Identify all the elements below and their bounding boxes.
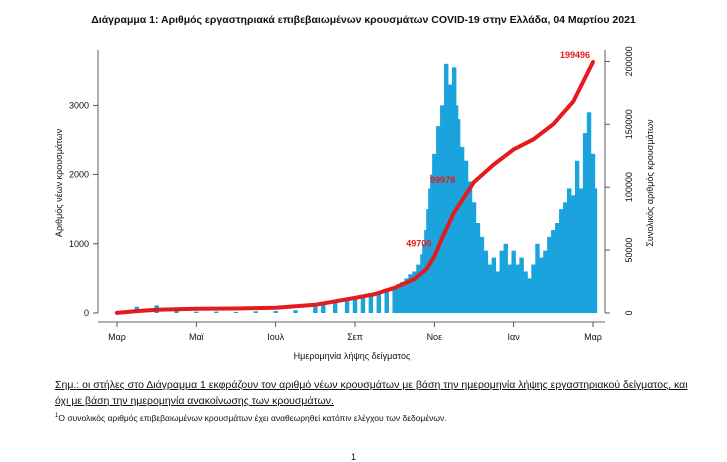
bar (519, 257, 524, 313)
bar (535, 243, 540, 313)
page-number: 1 (351, 452, 357, 462)
bar (213, 311, 219, 313)
bar (531, 264, 536, 313)
bar-series (114, 63, 598, 314)
x-tick-label: Ιαν (508, 332, 521, 342)
bar (376, 292, 382, 313)
annotation-label: 49700 (406, 238, 431, 248)
bar (499, 250, 504, 313)
bar (463, 160, 469, 313)
axes (97, 50, 606, 323)
footnote: 1Ο συνολικός αριθμός επιβεβαιωμένων κρου… (55, 413, 447, 423)
bar (400, 281, 405, 313)
chart-note: Σημ.: οι στήλες στο Διάγραμμα 1 εκφράζου… (55, 377, 695, 409)
bar (440, 105, 445, 313)
bar (194, 311, 199, 313)
bar (570, 195, 576, 313)
y2-tick-label: 0 (624, 310, 634, 315)
y-tick-label: 0 (84, 308, 89, 318)
bar (592, 188, 598, 313)
bar (491, 257, 497, 313)
bar (551, 229, 556, 313)
bar (368, 295, 374, 313)
x-tick-label: Ιουλ (267, 332, 284, 342)
bar (432, 153, 437, 313)
chart-title: Διάγραμμα 1: Αριθμός εργαστηριακά επιβεβ… (91, 14, 636, 26)
bar (253, 311, 259, 313)
bar (471, 202, 477, 313)
y-axis-title: Αριθμός νέων κρουσμάτων (54, 128, 64, 237)
bar (352, 297, 358, 313)
bar (586, 112, 592, 313)
bar (233, 311, 239, 313)
bar (384, 289, 389, 313)
bar (515, 264, 520, 313)
x-tick-label: Μαϊ (189, 332, 205, 342)
bar (495, 271, 501, 313)
x-tick-label: Νοε (427, 332, 443, 342)
bar (404, 278, 409, 313)
bar (582, 133, 588, 313)
bar (543, 250, 548, 313)
annotation-label: 199496 (560, 50, 590, 60)
bar (566, 188, 572, 313)
annotations: 199496 99978 49700 (406, 50, 590, 248)
note-text: Σημ.: οι στήλες στο Διάγραμμα 1 εκφράζου… (55, 379, 688, 407)
bar (479, 236, 485, 313)
bar (455, 119, 461, 313)
bar (475, 223, 481, 313)
bar (412, 271, 417, 313)
bar (459, 146, 465, 313)
bar (578, 188, 584, 313)
bar (396, 283, 401, 313)
bar (487, 264, 493, 313)
annotation-label: 99978 (430, 175, 455, 185)
bar (507, 264, 512, 313)
footnote-marker: 1 (55, 413, 59, 420)
bar (511, 250, 516, 313)
bar (483, 250, 489, 313)
cumulative-line (115, 60, 595, 315)
bar (360, 296, 366, 313)
x-ticks: Μαρ Μαϊ Ιουλ Σεπ Νοε Ιαν Μαρ (108, 322, 602, 342)
bar (436, 126, 441, 313)
y2-tick-label: 200000 (624, 46, 634, 76)
bar (467, 181, 473, 313)
y2-tick-label: 100000 (624, 172, 634, 202)
x-axis-title: Ημερομηνία λήψης δείγματος (294, 351, 411, 361)
bar (408, 274, 413, 313)
bar (321, 302, 326, 313)
bar (503, 243, 508, 313)
y-tick-label: 3000 (69, 100, 89, 110)
bar (547, 236, 552, 313)
bar (344, 299, 350, 313)
y-tick-label: 2000 (69, 170, 89, 180)
x-tick-label: Μαρ (584, 332, 602, 342)
bar (559, 209, 564, 313)
bar (392, 286, 397, 313)
bar (313, 305, 318, 313)
bar (574, 160, 580, 313)
y2-tick-label: 150000 (624, 109, 634, 139)
x-tick-label: Σεπ (347, 332, 363, 342)
bar (523, 271, 528, 313)
y-ticks-right: 0 50000 100000 150000 200000 (605, 46, 634, 316)
footnote-text: Ο συνολικός αριθμός επιβεβαιωμένων κρουσ… (58, 413, 447, 423)
y-ticks-left: 0 1000 2000 3000 (69, 100, 98, 318)
bar (539, 257, 544, 313)
y2-tick-label: 50000 (624, 238, 634, 263)
bar (563, 202, 568, 313)
bar (555, 223, 560, 313)
bar (273, 310, 278, 313)
x-tick-label: Μαρ (108, 332, 126, 342)
bar (527, 278, 532, 313)
bar (293, 310, 298, 313)
bar (332, 300, 338, 313)
bar (416, 264, 421, 313)
y-tick-label: 1000 (69, 239, 89, 249)
y2-axis-title: Συνολικός αριθμός κρουσμάτων (645, 119, 655, 247)
chart: 0 1000 2000 3000 0 50000 100000 150000 200000 Μ… (54, 46, 655, 361)
